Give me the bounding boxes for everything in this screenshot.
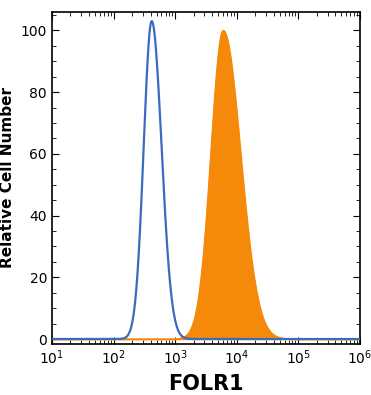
Y-axis label: Relative Cell Number: Relative Cell Number xyxy=(0,87,15,268)
X-axis label: FOLR1: FOLR1 xyxy=(168,374,244,394)
